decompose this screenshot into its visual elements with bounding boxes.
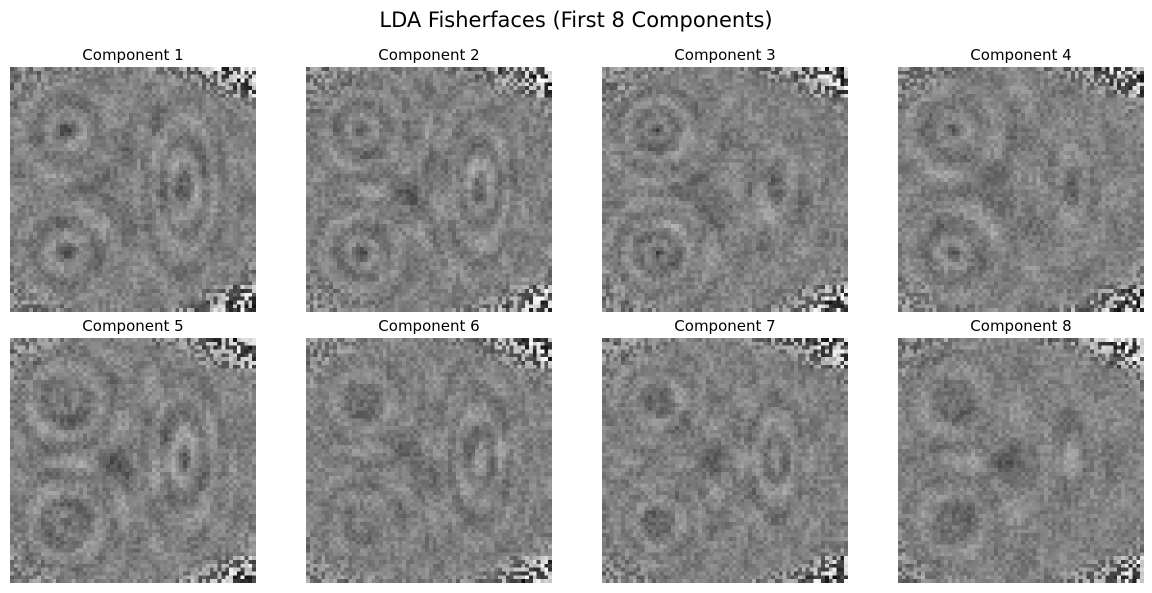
fisherface-image: [602, 67, 848, 312]
figure-title: LDA Fisherfaces (First 8 Components): [379, 8, 773, 32]
fisherface-image: [898, 67, 1144, 312]
fisherface-image: [602, 338, 848, 583]
panel-title: Component 4: [970, 46, 1072, 64]
fisherface-image: [10, 67, 256, 312]
panel-title: Component 7: [674, 317, 776, 335]
panel-title: Component 8: [970, 317, 1072, 335]
fisherface-image: [898, 338, 1144, 583]
panel-title: Component 3: [674, 46, 776, 64]
panel-title: Component 1: [82, 46, 184, 64]
panel-title: Component 5: [82, 317, 184, 335]
panel-title: Component 2: [378, 46, 480, 64]
fisherface-image: [306, 67, 552, 312]
panel-title: Component 6: [378, 317, 480, 335]
fisherface-image: [306, 338, 552, 583]
fisherface-image: [10, 338, 256, 583]
